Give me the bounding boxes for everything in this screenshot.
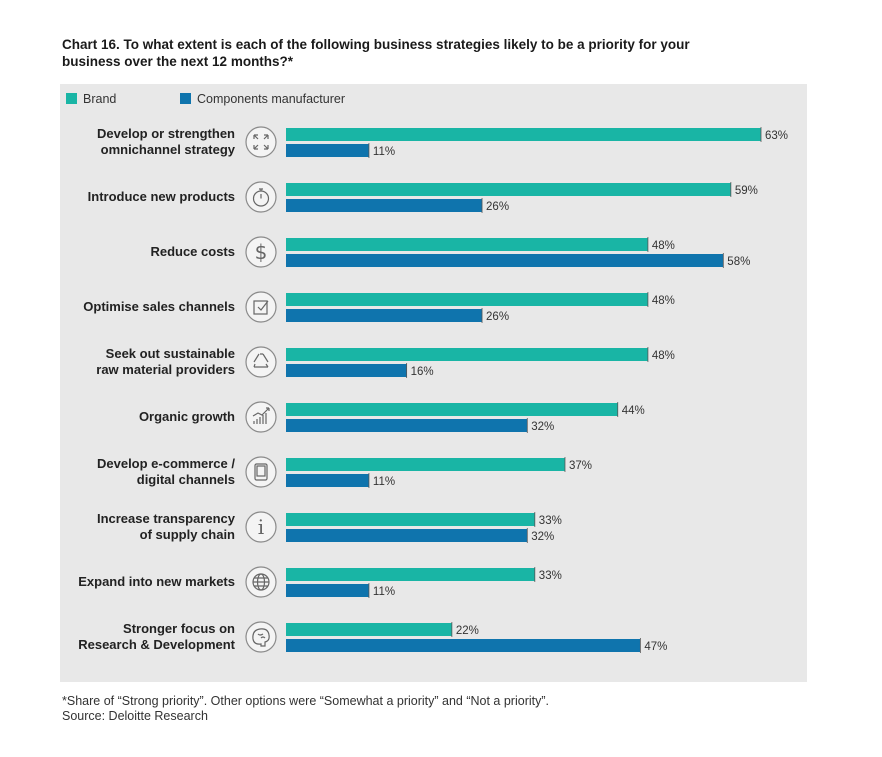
value-label-brand: 22% bbox=[456, 625, 479, 637]
value-label-manufacturer: 58% bbox=[727, 256, 750, 268]
legend-swatch-brand bbox=[66, 93, 77, 104]
value-label-brand: 48% bbox=[652, 240, 675, 252]
chart-title: Chart 16. To what extent is each of the … bbox=[62, 37, 690, 69]
value-label-manufacturer: 32% bbox=[531, 421, 554, 433]
value-label-brand: 48% bbox=[652, 350, 675, 362]
stopwatch-icon bbox=[245, 181, 277, 213]
value-label-manufacturer: 32% bbox=[531, 531, 554, 543]
value-label-manufacturer: 11% bbox=[373, 586, 395, 598]
category-label: raw material providers bbox=[96, 362, 235, 377]
value-label-brand: 44% bbox=[622, 405, 645, 417]
dollar-icon: $ bbox=[245, 236, 277, 268]
legend-label-brand: Brand bbox=[83, 92, 117, 106]
value-label-brand: 63% bbox=[765, 130, 788, 142]
bar-manufacturer bbox=[286, 364, 407, 377]
growth-chart-icon bbox=[245, 401, 277, 433]
category-label: Develop or strengthen bbox=[97, 126, 235, 141]
bar-brand bbox=[286, 568, 535, 581]
recycle-icon bbox=[245, 346, 277, 378]
value-label-brand: 37% bbox=[569, 460, 592, 472]
bar-brand bbox=[286, 128, 761, 141]
category-label: digital channels bbox=[137, 472, 235, 487]
value-label-manufacturer: 47% bbox=[644, 641, 667, 653]
bar-manufacturer bbox=[286, 199, 483, 212]
bar-brand bbox=[286, 293, 648, 306]
category-label: of supply chain bbox=[140, 527, 235, 542]
bar-brand bbox=[286, 183, 731, 196]
legend-item-manufacturer: Components manufacturer bbox=[180, 92, 345, 106]
category-label: Introduce new products bbox=[88, 189, 235, 204]
bar-brand bbox=[286, 403, 618, 416]
bar-brand bbox=[286, 458, 565, 471]
legend-label-manufacturer: Components manufacturer bbox=[197, 92, 345, 106]
value-label-manufacturer: 11% bbox=[373, 476, 395, 488]
bar-manufacturer bbox=[286, 474, 369, 487]
value-label-brand: 48% bbox=[652, 295, 675, 307]
bar-brand bbox=[286, 348, 648, 361]
category-label: Expand into new markets bbox=[78, 574, 235, 589]
category-label: Organic growth bbox=[139, 409, 235, 424]
brain-icon bbox=[245, 621, 277, 653]
category-label: Research & Development bbox=[78, 637, 235, 652]
value-label-manufacturer: 16% bbox=[411, 366, 434, 378]
value-label-brand: 33% bbox=[539, 515, 562, 527]
value-label-brand: 33% bbox=[539, 570, 562, 582]
expand-arrows-icon bbox=[245, 126, 277, 158]
legend-item-brand: Brand bbox=[66, 92, 116, 106]
checkbox-icon bbox=[245, 291, 277, 323]
bar-manufacturer bbox=[286, 309, 483, 322]
footnote-note: *Share of “Strong priority”. Other optio… bbox=[62, 694, 549, 708]
category-label: Increase transparency bbox=[97, 511, 236, 526]
bar-manufacturer bbox=[286, 144, 369, 157]
bar-manufacturer bbox=[286, 529, 528, 542]
bar-manufacturer bbox=[286, 584, 369, 597]
legend-swatch-manufacturer bbox=[180, 93, 191, 104]
bar-manufacturer bbox=[286, 639, 641, 652]
bar-manufacturer bbox=[286, 254, 724, 267]
category-label: Reduce costs bbox=[150, 244, 235, 259]
category-label: Stronger focus on bbox=[123, 621, 235, 636]
category-label: Optimise sales channels bbox=[83, 299, 235, 314]
value-label-manufacturer: 11% bbox=[373, 146, 395, 158]
bar-brand bbox=[286, 513, 535, 526]
category-label: Develop e-commerce / bbox=[97, 456, 235, 471]
value-label-brand: 59% bbox=[735, 185, 758, 197]
footnote: *Share of “Strong priority”. Other optio… bbox=[62, 694, 549, 724]
category-label: Seek out sustainable bbox=[106, 346, 235, 361]
tablet-icon bbox=[245, 456, 277, 488]
value-label-manufacturer: 26% bbox=[486, 311, 509, 323]
bar-brand bbox=[286, 623, 452, 636]
footnote-source: Source: Deloitte Research bbox=[62, 709, 208, 723]
globe-icon bbox=[245, 566, 277, 598]
bar-manufacturer bbox=[286, 419, 528, 432]
svg-text:$: $ bbox=[255, 240, 268, 264]
svg-text:i: i bbox=[258, 515, 264, 539]
value-label-manufacturer: 26% bbox=[486, 201, 509, 213]
info-icon: i bbox=[245, 511, 277, 543]
category-label: omnichannel strategy bbox=[101, 142, 236, 157]
bar-brand bbox=[286, 238, 648, 251]
